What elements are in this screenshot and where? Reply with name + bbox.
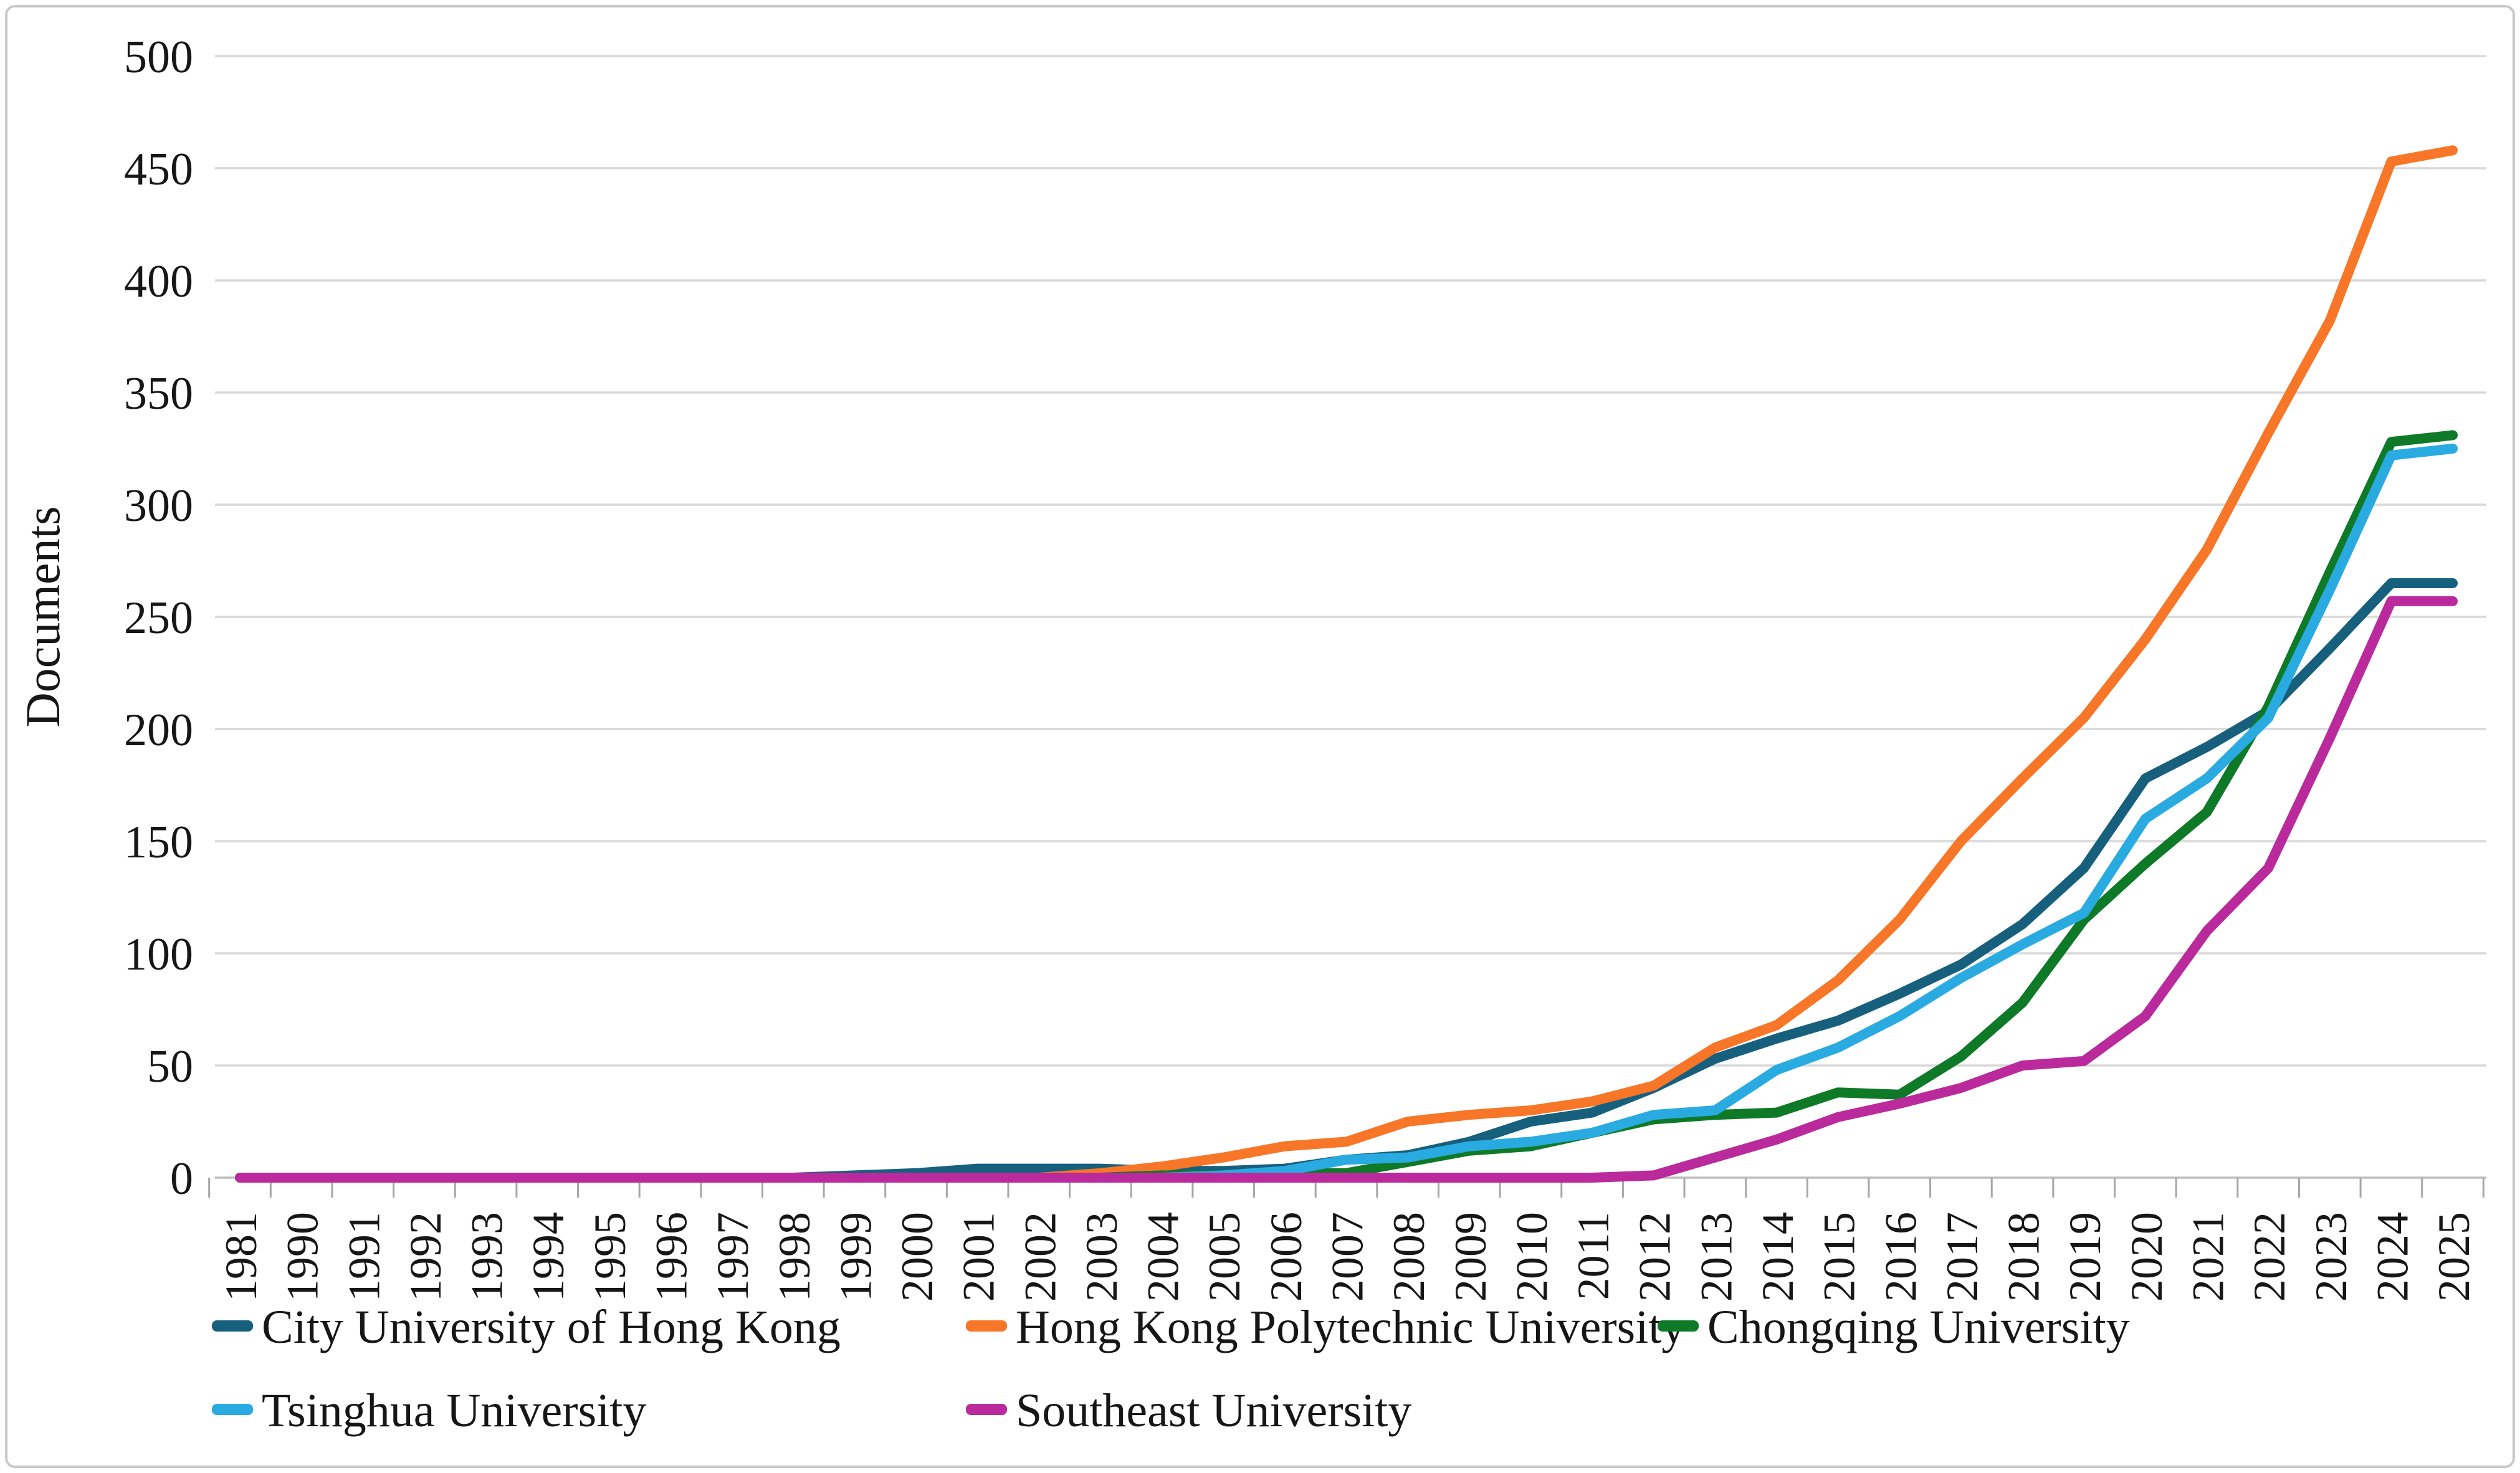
gridlines [215, 55, 2486, 1179]
legend-marker [966, 1320, 1007, 1332]
x-tick-label: 2001 [954, 1212, 1004, 1302]
y-tick-label: 100 [124, 929, 193, 980]
legend-marker [212, 1320, 253, 1332]
x-tick-label: 2016 [1876, 1212, 1926, 1302]
series-line-southeast-university [235, 596, 2458, 1183]
y-tick-label: 0 [170, 1153, 193, 1204]
y-tick-label: 200 [124, 705, 193, 756]
x-tick-label: 2009 [1446, 1212, 1496, 1302]
x-tick-label: 2024 [2367, 1212, 2417, 1302]
x-tick-label: 2006 [1261, 1212, 1311, 1302]
x-tick-label: 1990 [278, 1212, 328, 1302]
legend-marker [1658, 1320, 1699, 1332]
legend-item: Hong Kong Polytechnic University [966, 1301, 1685, 1353]
x-tick-label: 2000 [892, 1212, 942, 1302]
x-tick-label: 2014 [1753, 1212, 1803, 1302]
x-tick-label: 2008 [1384, 1212, 1434, 1302]
legend-item: Tsinghua University [212, 1385, 646, 1437]
x-tick-marks [208, 1178, 2484, 1198]
legend-label: Hong Kong Polytechnic University [1016, 1301, 1685, 1353]
y-tick-label: 450 [124, 144, 193, 195]
x-tick-label: 2018 [1999, 1212, 2049, 1302]
x-tick-label: 1994 [523, 1212, 573, 1302]
x-tick-label: 1997 [708, 1212, 758, 1302]
y-tick-label: 150 [124, 817, 193, 868]
x-tick-label: 2019 [2060, 1212, 2110, 1302]
legend-label: Tsinghua University [262, 1385, 646, 1437]
x-tick-label: 2020 [2122, 1212, 2172, 1302]
legend-item: Chongqing University [1658, 1301, 2130, 1353]
x-tick-label: 1981 [216, 1212, 266, 1302]
legend: City University of Hong Kong Hong Kong Po… [212, 1301, 2130, 1437]
data-series [235, 145, 2458, 1183]
legend-item: City University of Hong Kong [212, 1301, 841, 1353]
x-tick-label: 2002 [1015, 1212, 1065, 1302]
x-tick-label: 1996 [646, 1212, 696, 1302]
x-tick-label: 2003 [1077, 1212, 1127, 1302]
x-tick-label: 1998 [770, 1212, 819, 1302]
x-tick-label: 2012 [1630, 1212, 1680, 1302]
x-tick-label: 2022 [2245, 1212, 2294, 1302]
x-tick-label: 2004 [1138, 1212, 1188, 1302]
x-tick-label: 2010 [1507, 1212, 1557, 1302]
legend-marker [966, 1404, 1007, 1415]
y-tick-label: 250 [124, 593, 193, 644]
y-tick-label: 500 [124, 32, 193, 83]
y-tick-label: 300 [124, 480, 193, 532]
legend-item: Southeast University [966, 1385, 1411, 1437]
x-tick-label: 2023 [2306, 1212, 2356, 1302]
legend-label: Chongqing University [1707, 1301, 2130, 1353]
x-tick-label: 2015 [1815, 1212, 1864, 1302]
x-tick-label: 2013 [1691, 1212, 1741, 1302]
x-tick-label: 2011 [1568, 1212, 1618, 1300]
x-tick-label: 1991 [339, 1212, 389, 1302]
y-tick-label: 50 [147, 1041, 193, 1092]
legend-marker [212, 1404, 253, 1415]
x-tick-label: 1999 [831, 1212, 881, 1302]
x-tick-label: 1995 [585, 1212, 635, 1302]
y-tick-label: 400 [124, 256, 193, 307]
legend-label: City University of Hong Kong [262, 1301, 841, 1353]
x-tick-label: 2017 [1937, 1212, 1987, 1302]
legend-label: Southeast University [1016, 1385, 1411, 1437]
x-tick-label: 1992 [401, 1212, 451, 1302]
x-tick-label: 1993 [462, 1212, 512, 1302]
x-tick-label: 2007 [1323, 1212, 1373, 1302]
y-axis-title: Documents [16, 506, 70, 727]
x-tick-label: 2005 [1200, 1212, 1249, 1302]
x-tick-label: 2021 [2183, 1212, 2233, 1302]
y-tick-label: 350 [124, 368, 193, 419]
x-tick-label: 2025 [2429, 1212, 2479, 1302]
